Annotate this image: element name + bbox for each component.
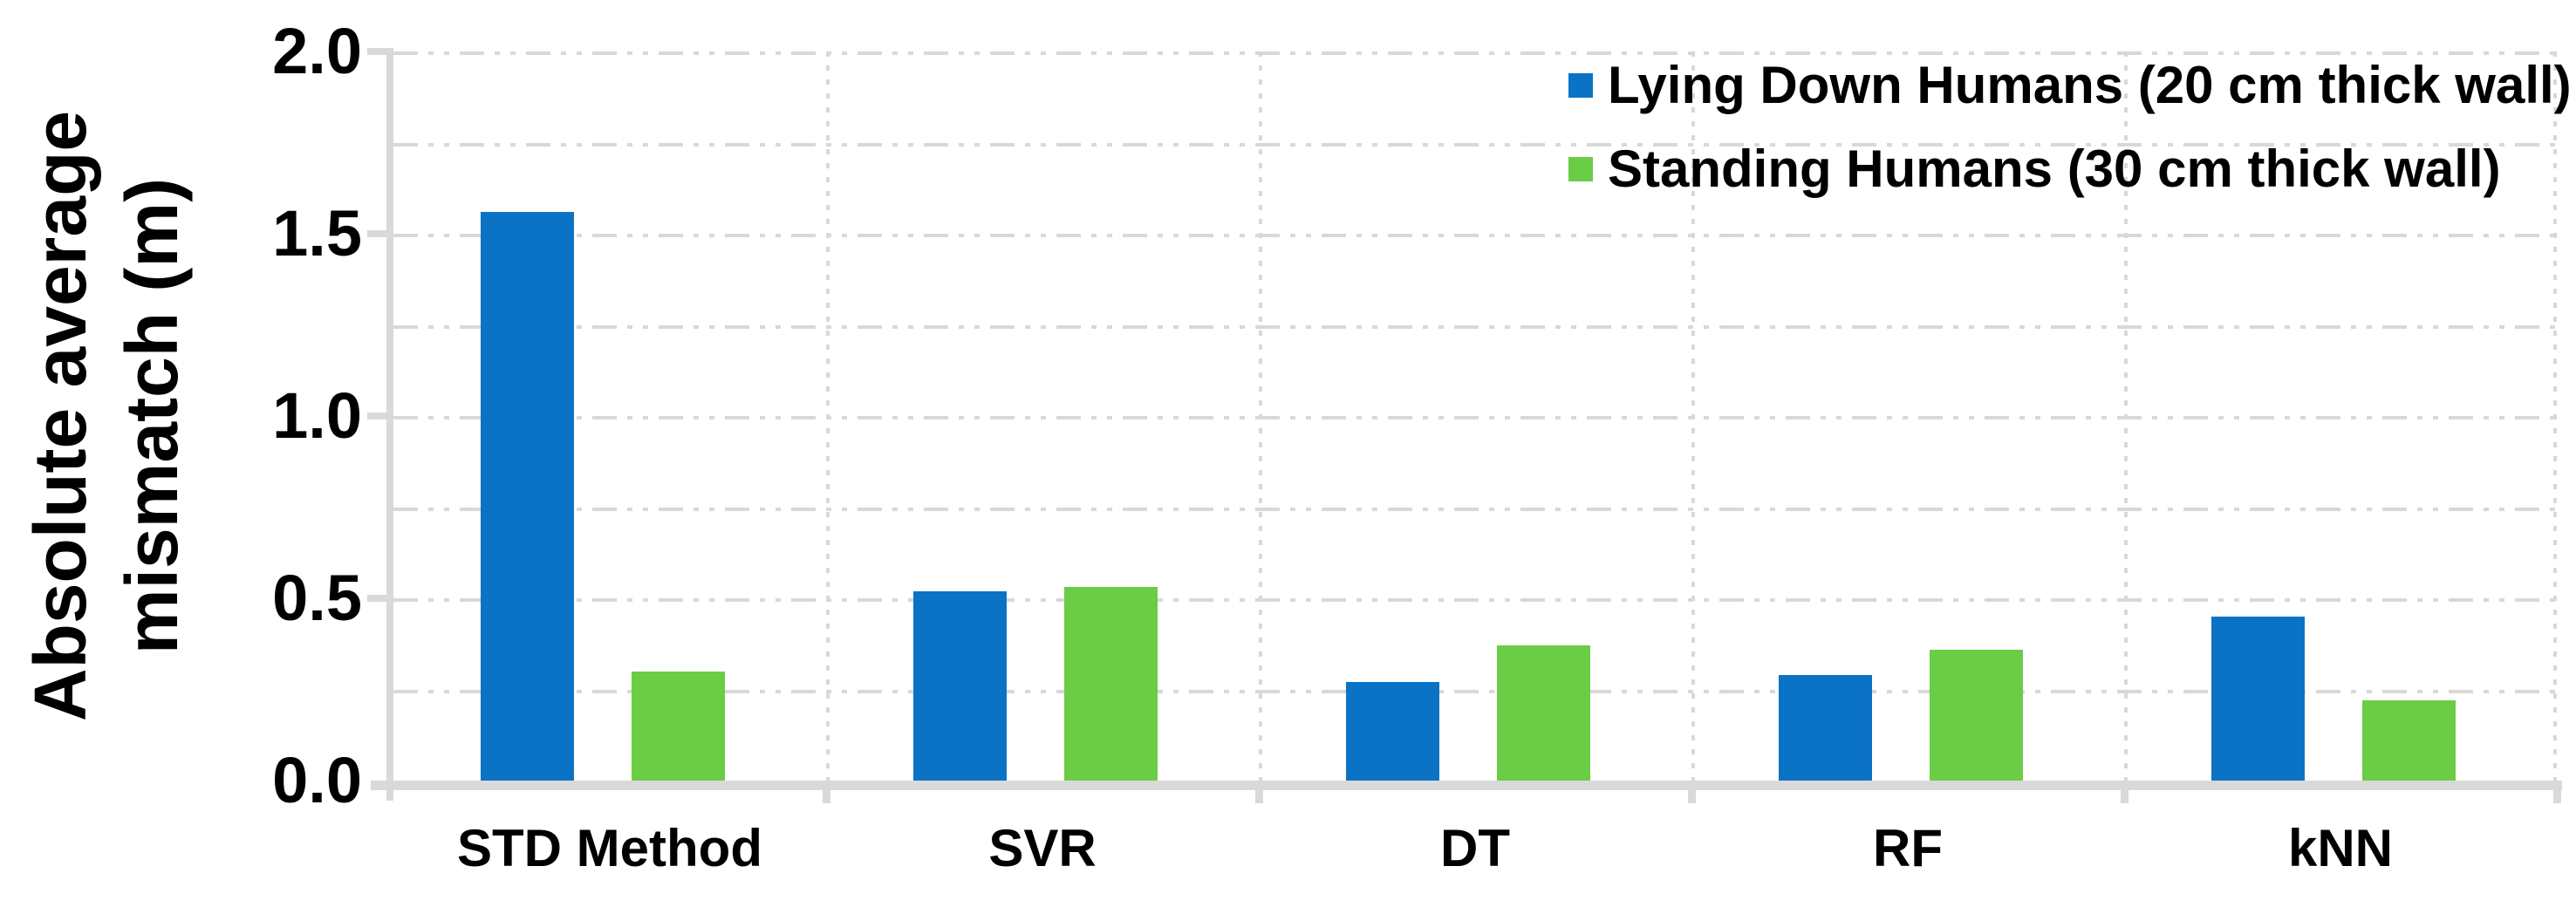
bar-standing-dt — [1497, 645, 1590, 781]
legend-label-lying-down: Lying Down Humans (20 cm thick wall) — [1608, 56, 2572, 114]
x-tick — [2553, 790, 2561, 803]
x-axis-label: STD Method — [457, 819, 762, 877]
y-tick-label: 1.0 — [272, 379, 362, 452]
gridline-horizontal — [393, 234, 2557, 237]
x-tick — [1688, 790, 1696, 803]
bar-lying-down-dt — [1346, 682, 1439, 781]
bar-standing-knn — [2362, 700, 2456, 781]
gridline-horizontal — [393, 51, 2557, 55]
y-tick-label: 1.5 — [272, 197, 362, 269]
gridline-vertical — [1259, 51, 1262, 781]
y-axis-title-line2: mismatch (m) — [111, 177, 193, 655]
gridline-horizontal — [393, 690, 2557, 693]
bar-lying-down-knn — [2211, 617, 2305, 781]
plot-area — [393, 51, 2557, 781]
y-tick — [367, 413, 393, 419]
legend-label-standing: Standing Humans (30 cm thick wall) — [1608, 140, 2501, 198]
y-axis-title: Absolute average mismatch (m) — [15, 51, 198, 781]
gridline-horizontal — [393, 508, 2557, 511]
gridline-horizontal — [393, 143, 2557, 147]
y-axis-title-line1: Absolute average — [19, 110, 101, 722]
x-tick — [2121, 790, 2128, 803]
bar-standing-rf — [1930, 650, 2023, 781]
x-axis-label: kNN — [2287, 819, 2394, 877]
gridline-vertical — [1691, 51, 1695, 781]
x-tick — [823, 790, 830, 803]
y-tick-label: 0.5 — [272, 562, 362, 634]
y-tick-label: 2.0 — [272, 15, 362, 87]
bar-lying-down-std-method — [481, 212, 574, 781]
x-axis-label: SVR — [988, 819, 1097, 877]
y-tick-label: 0.0 — [272, 744, 362, 816]
gridline-vertical — [826, 51, 830, 781]
x-axis-label: DT — [1440, 819, 1510, 877]
gridline-horizontal — [393, 416, 2557, 419]
x-axis-label: RF — [1873, 819, 1943, 877]
y-tick — [367, 48, 393, 55]
x-tick — [1255, 790, 1263, 803]
gridline-horizontal — [393, 598, 2557, 602]
bar-standing-svr — [1064, 587, 1158, 781]
y-axis-line — [386, 48, 393, 801]
gridline-horizontal — [393, 325, 2557, 329]
legend-swatch-green — [1568, 157, 1593, 181]
legend-item-lying-down: Lying Down Humans (20 cm thick wall) — [1568, 55, 2572, 116]
bar-lying-down-svr — [913, 591, 1007, 781]
x-axis-line — [371, 781, 2562, 790]
y-tick — [367, 595, 393, 602]
gridline-vertical — [2553, 51, 2557, 781]
y-tick — [367, 230, 393, 237]
bar-standing-std-method — [632, 672, 725, 781]
bar-lying-down-rf — [1779, 675, 1872, 781]
legend-swatch-blue — [1568, 73, 1593, 98]
legend-item-standing: Standing Humans (30 cm thick wall) — [1568, 139, 2501, 200]
gridline-vertical — [2124, 51, 2128, 781]
